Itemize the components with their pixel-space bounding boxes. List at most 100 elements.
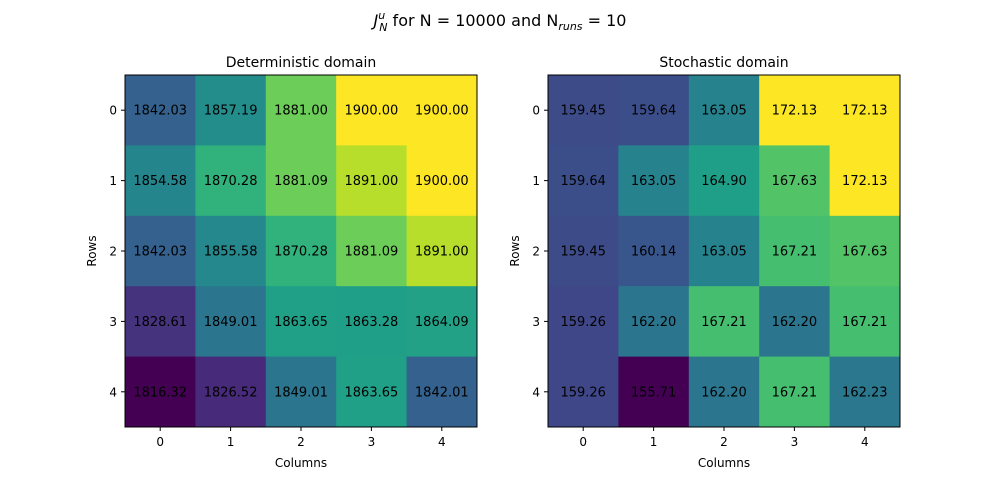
heatmap-cell: [265, 215, 337, 287]
y-tick-label: 3: [109, 315, 117, 329]
y-tick-label: 2: [109, 245, 117, 259]
cell-value-label: 1881.09: [345, 245, 399, 260]
heatmap-cell: [265, 356, 337, 428]
heatmap-cell: [618, 145, 690, 217]
cell-value-label: 1900.00: [415, 104, 469, 119]
y-tick-label: 2: [532, 245, 540, 259]
heatmap-stochastic: 159.45 159.64 163.05 172.13 172.13 159.64 163.…: [508, 55, 901, 470]
heatmap-cell: [829, 286, 901, 358]
heatmap-cell: [336, 75, 408, 146]
cell-value-label: 1842.03: [133, 104, 187, 119]
heatmap-cell: [618, 215, 690, 287]
figure-suptitle: Ju N for N = 10000 and Nruns = 10: [371, 9, 627, 34]
cell-value-label: 1863.28: [345, 315, 399, 330]
heatmap-cell: [125, 215, 196, 287]
cell-value-label: 1900.00: [415, 174, 469, 189]
y-tick-label: 4: [532, 385, 540, 399]
cell-value-label: 1857.19: [204, 104, 258, 119]
panel-title: Deterministic domain: [226, 55, 377, 71]
heatmap-cell: [688, 75, 760, 146]
heatmap-cell: [618, 356, 690, 428]
heatmap-deterministic: 1842.03 1857.19 1881.00 1900.00 1900.00 1854.…: [85, 55, 478, 470]
heatmap-cell: [195, 145, 267, 217]
cell-value-label: 1870.28: [204, 174, 258, 189]
panel-title: Stochastic domain: [659, 55, 788, 71]
cell-value-label: 155.71: [631, 385, 677, 400]
heatmap-cell: [406, 286, 478, 358]
x-tick-label: 1: [650, 435, 658, 449]
cell-value-label: 159.45: [560, 104, 606, 119]
x-axis-label: Columns: [275, 456, 327, 470]
cell-value-label: 167.21: [772, 385, 818, 400]
x-tick-label: 4: [438, 435, 446, 449]
heatmap-cell: [829, 145, 901, 217]
cell-value-label: 1863.65: [345, 385, 399, 400]
heatmap-cell: [125, 145, 196, 217]
heatmap-cell: [125, 75, 196, 146]
y-tick-label: 1: [532, 174, 540, 188]
cell-value-label: 1849.01: [274, 385, 328, 400]
heatmap-cell: [548, 215, 619, 287]
heatmap-cell: [406, 145, 478, 217]
cell-value-label: 1863.65: [274, 315, 328, 330]
heatmap-cell: [829, 215, 901, 287]
cell-value-label: 1855.58: [204, 245, 258, 260]
heatmap-cell: [548, 75, 619, 146]
cell-value-label: 159.26: [560, 315, 606, 330]
y-tick-label: 1: [109, 174, 117, 188]
x-tick-label: 4: [861, 435, 869, 449]
cell-value-label: 163.05: [701, 104, 747, 119]
cell-value-label: 167.21: [842, 315, 888, 330]
heatmap-cell: [759, 75, 831, 146]
heatmap-cell: [548, 145, 619, 217]
x-tick-label: 0: [156, 435, 164, 449]
heatmap-cell: [688, 145, 760, 217]
x-tick-label: 3: [368, 435, 376, 449]
heatmap-cell: [336, 286, 408, 358]
y-tick-label: 3: [532, 315, 540, 329]
cell-value-label: 1900.00: [345, 104, 399, 119]
y-axis-label: Rows: [85, 235, 99, 266]
cell-value-label: 1849.01: [204, 315, 258, 330]
cell-value-label: 1826.52: [204, 385, 258, 400]
cell-value-label: 1870.28: [274, 245, 328, 260]
cell-value-label: 1854.58: [133, 174, 187, 189]
cell-value-label: 1881.09: [274, 174, 328, 189]
heatmap-cell: [336, 215, 408, 287]
cell-value-label: 159.64: [631, 104, 677, 119]
cell-value-label: 159.45: [560, 245, 606, 260]
heatmap-cell: [195, 356, 267, 428]
heatmap-cell: [618, 286, 690, 358]
heatmap-cell: [829, 356, 901, 428]
heatmap-cell: [829, 75, 901, 146]
cell-value-label: 162.20: [631, 315, 677, 330]
heatmap-cell: [759, 356, 831, 428]
y-tick-label: 0: [109, 104, 117, 118]
y-tick-label: 4: [109, 385, 117, 399]
cell-value-label: 159.26: [560, 385, 606, 400]
heatmap-cell: [688, 356, 760, 428]
x-tick-label: 0: [579, 435, 587, 449]
heatmap-cell: [688, 215, 760, 287]
heatmap-cell: [195, 215, 267, 287]
heatmap-cell: [759, 215, 831, 287]
cell-value-label: 162.20: [772, 315, 818, 330]
heatmap-cell: [688, 286, 760, 358]
heatmap-cell: [336, 356, 408, 428]
cell-value-label: 1881.00: [274, 104, 328, 119]
cell-value-label: 167.63: [842, 245, 888, 260]
cell-value-label: 163.05: [701, 245, 747, 260]
heatmap-cell: [195, 75, 267, 146]
heatmap-cell: [265, 145, 337, 217]
heatmap-cell: [406, 215, 478, 287]
x-tick-label: 1: [227, 435, 235, 449]
cell-value-label: 160.14: [631, 245, 677, 260]
heatmap-cell: [336, 145, 408, 217]
heatmap-cell: [548, 356, 619, 428]
heatmap-cell: [548, 286, 619, 358]
cell-value-label: 162.23: [842, 385, 888, 400]
heatmap-cell: [618, 75, 690, 146]
cell-value-label: 163.05: [631, 174, 677, 189]
cell-value-label: 172.13: [772, 104, 818, 119]
